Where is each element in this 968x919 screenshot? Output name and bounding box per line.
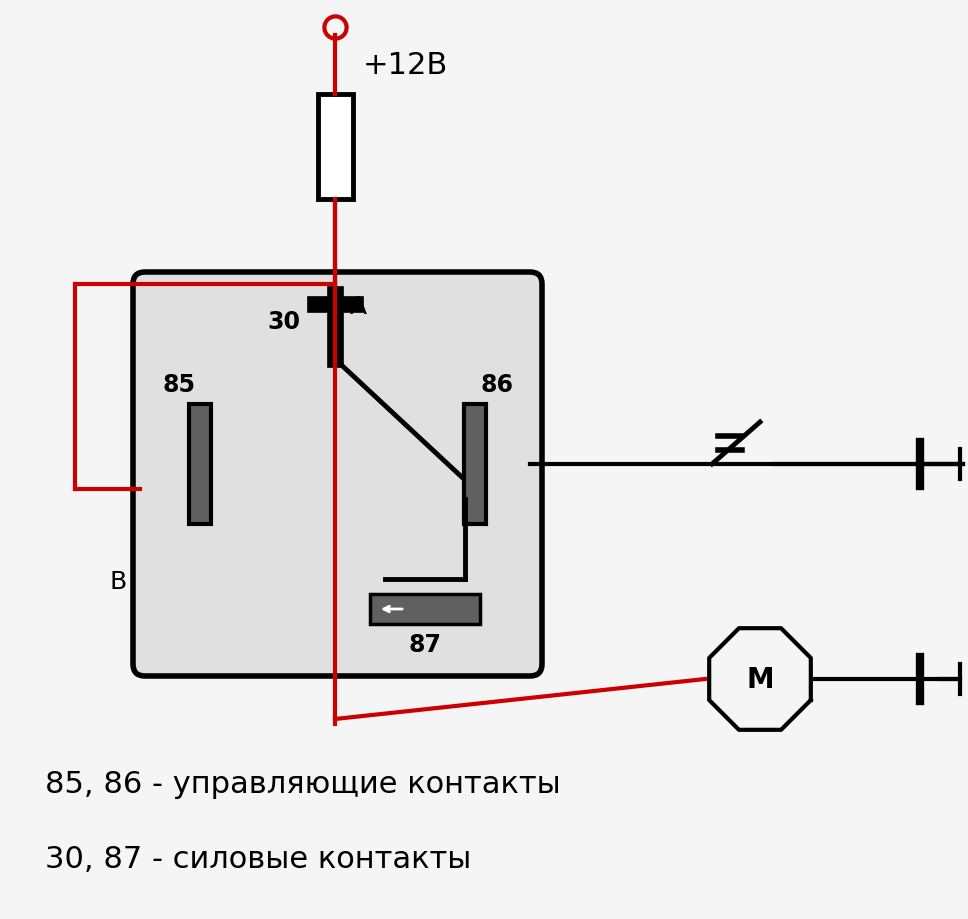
Text: 87: 87 [408,632,441,656]
Bar [464,404,486,525]
Text: 30: 30 [267,310,300,334]
Bar [318,95,353,199]
Text: 85, 86 - управляющие контакты: 85, 86 - управляющие контакты [45,769,560,798]
Text: A: A [350,295,367,319]
Text: 85: 85 [162,372,195,397]
Text: B: B [109,570,127,594]
Bar [189,404,211,525]
Text: M: M [746,665,773,693]
Bar [370,595,480,624]
Text: 30, 87 - силовые контакты: 30, 87 - силовые контакты [45,844,471,873]
FancyBboxPatch shape [133,273,542,676]
Text: 86: 86 [480,372,513,397]
Text: +12B: +12B [363,51,448,79]
